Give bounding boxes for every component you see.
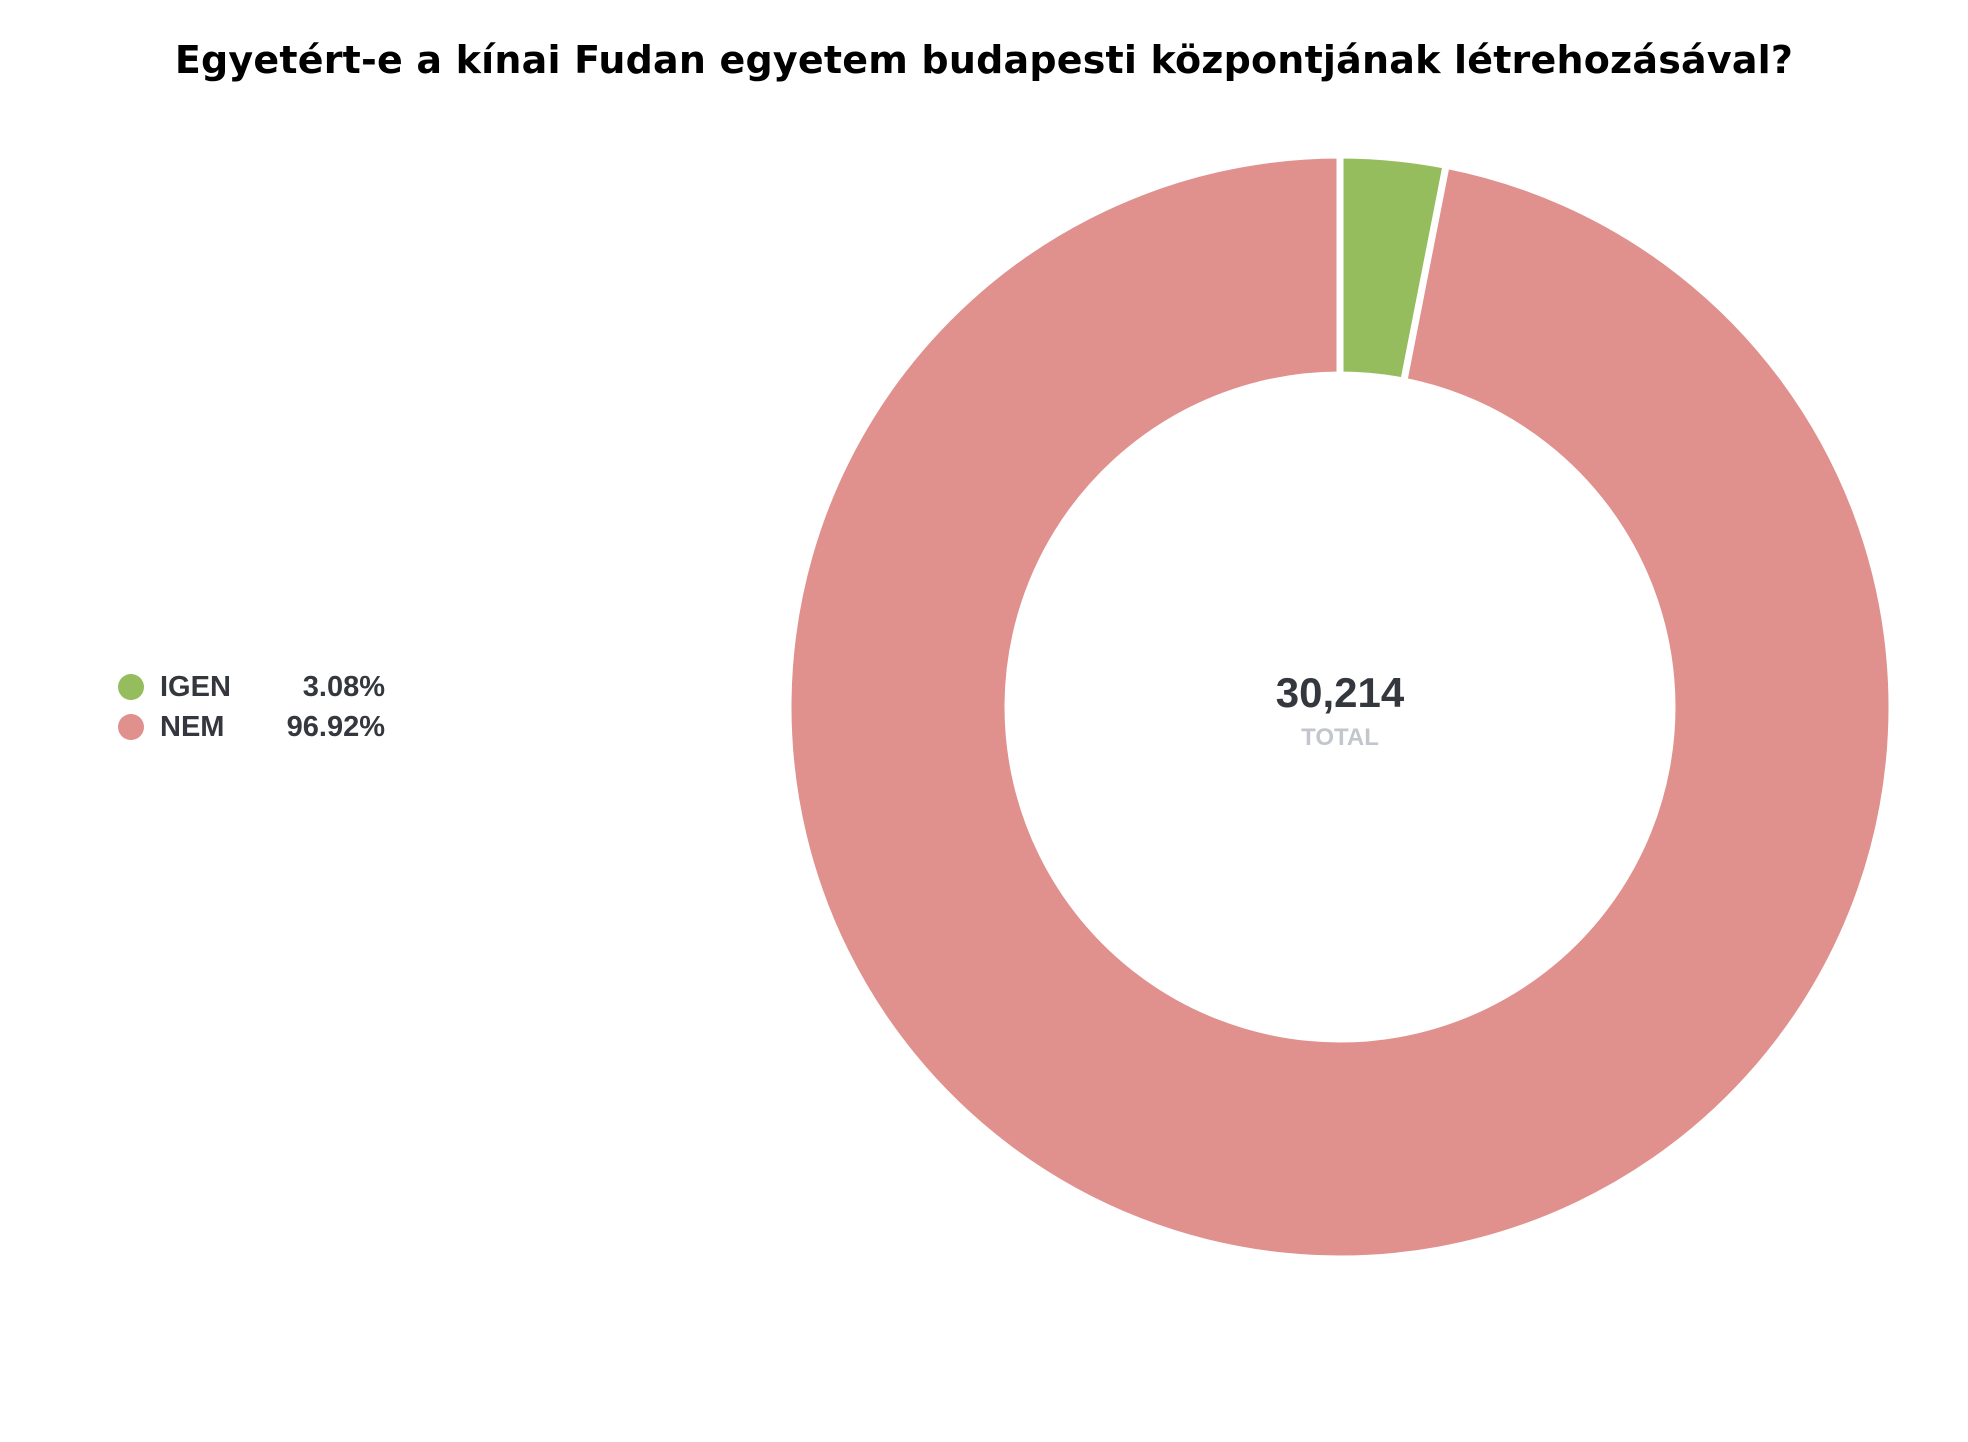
legend-item-igen[interactable]: IGEN 3.08%	[118, 667, 385, 707]
legend-value-igen: 3.08%	[302, 670, 385, 703]
legend-swatch-nem	[118, 714, 144, 740]
legend-item-nem[interactable]: NEM 96.92%	[118, 707, 385, 747]
legend-label-igen: IGEN	[160, 670, 231, 703]
center-total: 30,214	[1276, 669, 1405, 716]
legend-label-nem: NEM	[160, 710, 225, 743]
legend-value-nem: 96.92%	[286, 710, 385, 743]
center-total-label: TOTAL	[1301, 724, 1379, 751]
legend: IGEN 3.08% NEM 96.92%	[118, 667, 385, 747]
legend-swatch-igen	[118, 674, 144, 700]
donut-slice-nem[interactable]	[784, 151, 1896, 1263]
chart-title: Egyetért-e a kínai Fudan egyetem budapes…	[174, 38, 1794, 82]
donut-slices	[784, 151, 1896, 1263]
